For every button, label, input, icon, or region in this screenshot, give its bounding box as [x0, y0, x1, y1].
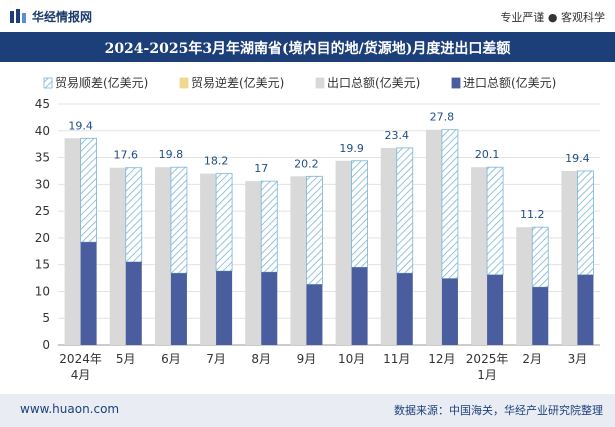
surplus-bar [577, 170, 594, 276]
surplus-value-label: 17 [254, 162, 268, 175]
surplus-bar [125, 167, 143, 263]
legend-swatch-0 [43, 77, 53, 89]
y-axis: 0 5 10 15 20 25 30 35 40 45 [35, 97, 50, 352]
x-tick-label: 9月 [297, 352, 317, 366]
surplus-bar [306, 175, 323, 285]
top-bar: 华经情报网 专业严谨 ● 客观科学 [0, 0, 615, 32]
surplus-value-label: 19.8 [159, 148, 184, 161]
surplus-value-label: 18.2 [204, 155, 229, 168]
y-tick-label: 10 [35, 284, 50, 298]
y-tick-label: 35 [35, 151, 50, 165]
logo-icon [10, 9, 26, 23]
surplus-bar [531, 226, 549, 288]
y-tick-label: 45 [35, 97, 50, 111]
x-tick-label: 11月 [383, 352, 410, 366]
import-bar [261, 272, 278, 345]
surplus-value-label: 11.2 [520, 208, 545, 221]
import-bar [351, 267, 368, 345]
site-name: 华经情报网 [32, 10, 93, 24]
surplus-value-label: 19.4 [68, 119, 93, 132]
y-tick-label: 40 [35, 124, 50, 138]
tagline: 专业严谨 ● 客观科学 [500, 11, 605, 24]
legend-label-0: 贸易顺差(亿美元) [55, 75, 148, 90]
legend-swatch-3 [451, 77, 461, 89]
import-bar [441, 278, 458, 345]
data-labels: 19.4 17.6 19.8 18.2 17 20.2 19.9 23.4 27.8 20.1 11… [68, 111, 589, 221]
y-tick-label: 5 [42, 311, 50, 325]
import-bar [487, 274, 504, 345]
legend-swatch-1 [179, 77, 189, 89]
x-tick-label: 6月 [161, 352, 181, 366]
x-tick-label: 2月 [522, 352, 542, 366]
import-bar [306, 284, 323, 345]
y-tick-label: 20 [35, 231, 50, 245]
x-axis: 2024年 4月 5月 6月 7月 8月 9月 10月 11月 12月 2025年 1月 2月 3月 [59, 352, 587, 382]
surplus-value-label: 27.8 [430, 111, 455, 124]
surplus-bar [351, 160, 368, 268]
surplus-bar [441, 129, 459, 279]
title-bar: 2024-2025年3月年湖南省(境内目的地/货源地)月度进出口差额 [0, 32, 615, 62]
legend-label-1: 贸易逆差(亿美元) [191, 75, 284, 90]
legend: 贸易顺差(亿美元) 贸易逆差(亿美元) 出口总额(亿美元) 进口总额(亿美元) [43, 75, 556, 90]
surplus-value-label: 19.9 [339, 142, 364, 155]
import-bar [170, 273, 187, 345]
import-bar [125, 261, 142, 345]
surplus-value-label: 20.2 [294, 157, 319, 170]
legend-label-3: 进口总额(亿美元) [463, 75, 556, 90]
bars [64, 129, 594, 345]
footer: www.huaon.com 数据来源：中国海关，华经产业研究院整理 [0, 394, 615, 427]
surplus-bar [80, 137, 97, 243]
y-tick-label: 15 [35, 258, 50, 272]
surplus-bar [396, 147, 414, 274]
legend-swatch-2 [315, 77, 325, 89]
x-tick-label: 8月 [251, 352, 271, 366]
x-tick-label-line2: 4月 [71, 368, 91, 382]
surplus-bar [260, 180, 278, 273]
import-bar [577, 274, 594, 345]
grid-lines [58, 103, 600, 346]
surplus-bar [486, 166, 504, 276]
surplus-bar [170, 166, 188, 274]
x-tick-label-line2: 1月 [477, 368, 497, 382]
x-tick-label: 5月 [116, 352, 136, 366]
import-bar [80, 242, 97, 345]
footer-url: www.huaon.com [20, 402, 120, 416]
surplus-value-label: 20.1 [475, 148, 500, 161]
x-tick-label: 7月 [206, 352, 226, 366]
x-tick-label: 2024年 [59, 352, 102, 366]
import-bar [396, 273, 413, 345]
x-tick-label: 12月 [428, 352, 455, 366]
surplus-value-label: 19.4 [565, 152, 590, 165]
y-tick-label: 30 [35, 177, 50, 191]
x-tick-label: 3月 [568, 352, 588, 366]
chart-area: 贸易顺差(亿美元) 贸易逆差(亿美元) 出口总额(亿美元) 进口总额(亿美元) 0 5 1… [35, 75, 600, 382]
import-bar [532, 287, 549, 345]
surplus-value-label: 23.4 [385, 129, 410, 142]
y-tick-label: 0 [42, 338, 50, 352]
x-tick-label: 10月 [338, 352, 365, 366]
x-tick-label: 2025年 [466, 352, 509, 366]
surplus-bar [215, 173, 233, 272]
y-tick-label: 25 [35, 204, 50, 218]
legend-label-2: 出口总额(亿美元) [327, 75, 420, 90]
import-bar [216, 271, 233, 345]
chart-title: 2024-2025年3月年湖南省(境内目的地/货源地)月度进出口差额 [104, 41, 511, 57]
footer-source: 数据来源：中国海关，华经产业研究院整理 [394, 404, 603, 417]
surplus-value-label: 17.6 [114, 149, 139, 162]
